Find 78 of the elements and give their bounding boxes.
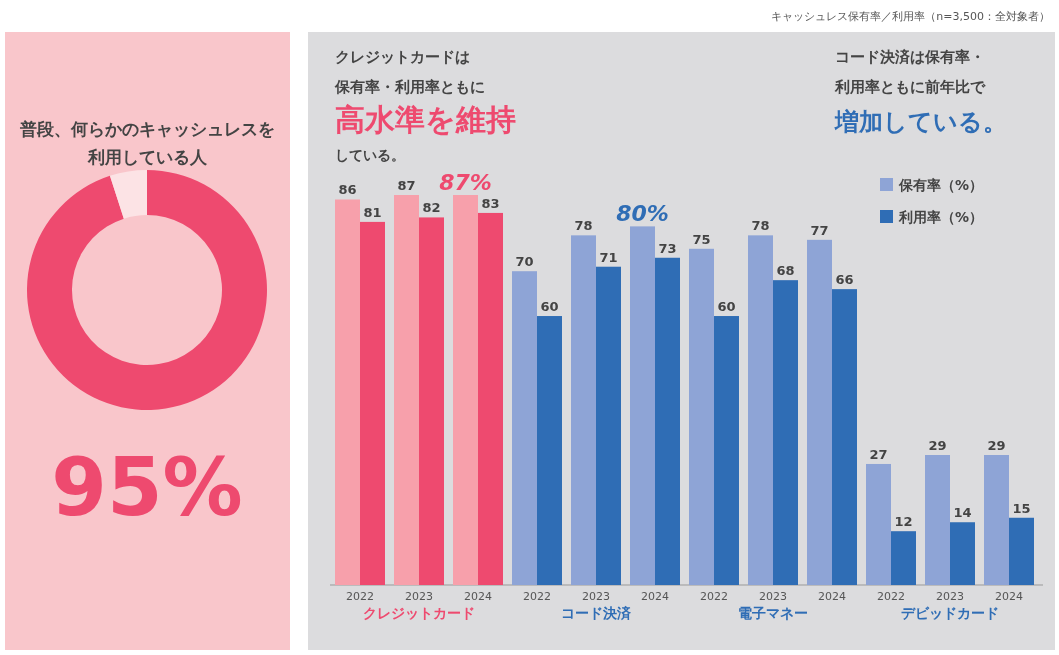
legend-label: 保有率（%） — [898, 177, 984, 193]
x-tick-label: 2024 — [818, 590, 846, 603]
data-label: 29 — [987, 438, 1006, 453]
bar — [866, 463, 891, 585]
x-tick-label: 2022 — [700, 590, 728, 603]
bar — [925, 455, 950, 585]
bar — [360, 221, 385, 585]
bar — [689, 248, 714, 585]
data-label: 87 — [397, 178, 416, 193]
donut-slice — [27, 170, 267, 410]
data-label: 86 — [338, 182, 357, 198]
bar — [571, 235, 596, 585]
chart-subtitle: キャッシュレス保有率／利用率（n=3,500：全対象者） — [771, 10, 1050, 23]
bar — [984, 455, 1009, 585]
data-label: 78 — [574, 218, 593, 234]
text: 電子マネー — [738, 605, 808, 621]
text: デビッドカード — [901, 605, 999, 621]
data-label: 81 — [363, 204, 382, 220]
bar — [394, 195, 419, 585]
data-label: 27 — [869, 446, 888, 462]
text: コード決済は保有率・ — [835, 48, 985, 66]
text: クレジットカードは — [335, 48, 470, 66]
data-label: 77 — [810, 222, 829, 238]
x-tick-label: 2024 — [464, 590, 492, 603]
bar — [512, 271, 537, 585]
text: クレジットカード — [363, 605, 475, 621]
x-tick-label: 2024 — [995, 590, 1023, 603]
chart-title: 普段、何らかのキャッシュレスを利用している人 — [18, 119, 275, 167]
text: 保有率・利用率ともに — [334, 78, 485, 96]
data-label: 80% — [616, 201, 669, 227]
x-tick-label: 2023 — [582, 590, 610, 603]
bar — [453, 195, 478, 585]
data-label: 70 — [515, 254, 534, 270]
x-tick-label: 2023 — [936, 590, 964, 603]
bar — [748, 235, 773, 585]
data-label: 82 — [422, 200, 441, 216]
text: コード決済 — [561, 605, 632, 621]
data-label: 87% — [439, 170, 492, 195]
data-label: 75 — [692, 231, 711, 247]
text: 利用率ともに前年比で — [834, 78, 986, 96]
bar — [773, 280, 798, 585]
text: 95% — [51, 441, 243, 534]
bar — [714, 316, 739, 585]
x-tick-label: 2024 — [641, 590, 669, 603]
x-tick-label: 2022 — [523, 590, 551, 603]
bar — [596, 266, 621, 585]
bar — [807, 239, 832, 585]
bar — [419, 217, 444, 585]
x-tick-label: 2022 — [877, 590, 905, 603]
data-label: 68 — [776, 263, 795, 279]
x-tick-label: 2023 — [405, 590, 433, 603]
bar — [832, 289, 857, 585]
bar — [655, 257, 680, 585]
bar — [478, 212, 503, 585]
data-label: 12 — [894, 514, 913, 530]
text: 高水準を維持 — [335, 102, 516, 137]
text: している。 — [335, 147, 405, 163]
data-label: 60 — [540, 299, 559, 315]
data-label: 60 — [717, 299, 736, 315]
text: 増加している。 — [834, 108, 1007, 136]
x-tick-label: 2022 — [346, 590, 374, 603]
legend-label: 利用率（%） — [898, 209, 984, 225]
data-label: 83 — [481, 195, 500, 211]
bar — [335, 199, 360, 585]
data-label: 66 — [835, 272, 854, 288]
data-label: 14 — [953, 505, 972, 521]
data-label: 78 — [751, 218, 770, 234]
x-tick-label: 2023 — [759, 590, 787, 603]
data-label: 73 — [658, 240, 677, 256]
bar — [950, 522, 975, 585]
bar — [891, 531, 916, 585]
donut-slice — [109, 170, 147, 219]
bar — [630, 226, 655, 585]
data-label: 29 — [928, 438, 947, 453]
data-label: 15 — [1012, 500, 1031, 516]
bar — [1009, 517, 1034, 585]
bar — [537, 316, 562, 585]
data-label: 71 — [599, 249, 618, 265]
